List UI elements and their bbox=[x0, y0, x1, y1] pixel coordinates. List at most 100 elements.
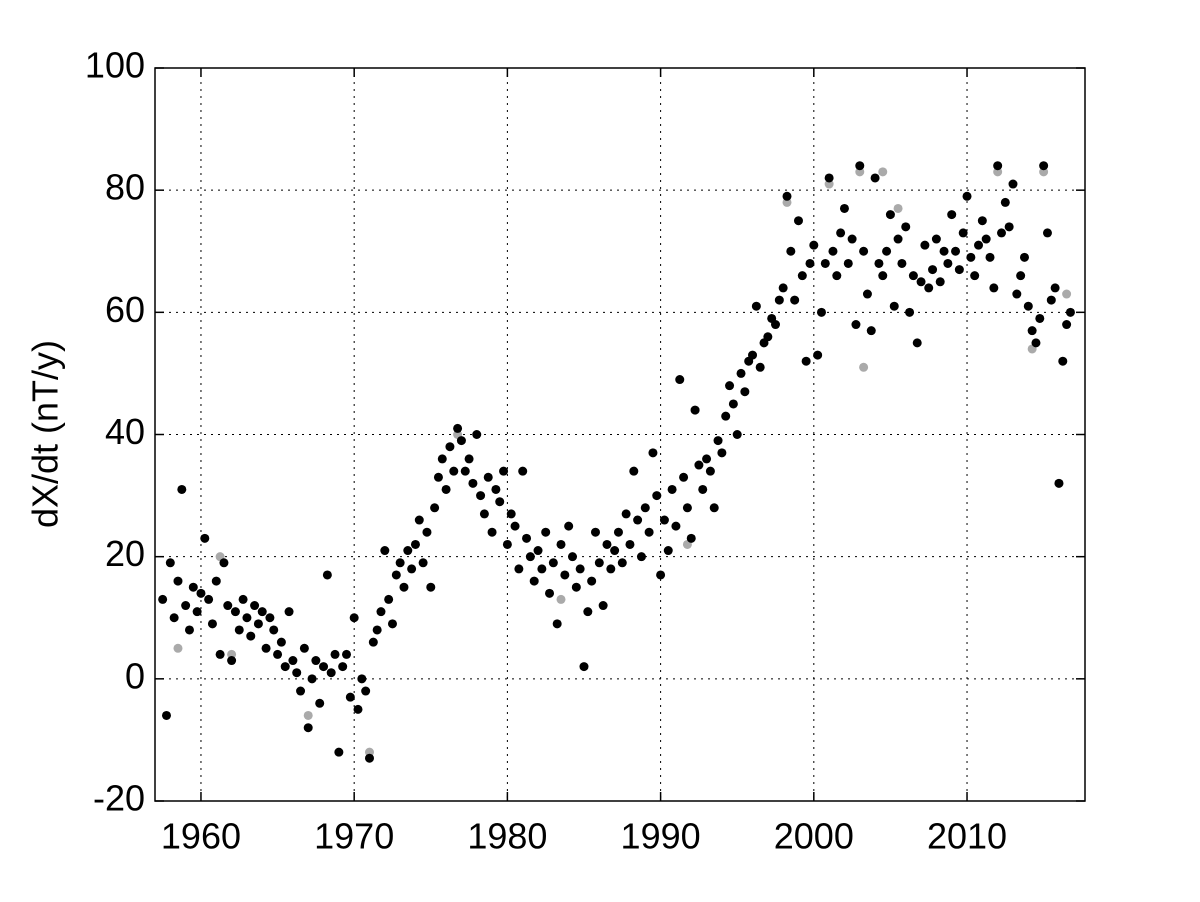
data-point bbox=[828, 246, 838, 256]
data-point bbox=[230, 607, 240, 617]
data-point bbox=[525, 552, 535, 562]
data-point bbox=[809, 240, 819, 250]
data-point bbox=[1062, 289, 1072, 299]
data-point bbox=[499, 466, 509, 476]
data-point bbox=[847, 234, 857, 244]
y-tick-label: -20 bbox=[93, 778, 145, 819]
data-point bbox=[338, 662, 348, 672]
data-point bbox=[299, 643, 309, 653]
data-point bbox=[545, 588, 555, 598]
data-point bbox=[901, 222, 911, 232]
data-point bbox=[675, 375, 685, 385]
data-point bbox=[836, 228, 846, 238]
data-point bbox=[276, 637, 286, 647]
data-point bbox=[951, 246, 961, 256]
data-point bbox=[219, 558, 229, 568]
data-point bbox=[885, 210, 895, 220]
data-point bbox=[617, 558, 627, 568]
data-point bbox=[740, 387, 750, 397]
data-point bbox=[679, 472, 689, 482]
data-point bbox=[610, 546, 620, 556]
data-point bbox=[334, 747, 344, 757]
data-point bbox=[705, 466, 715, 476]
data-point bbox=[625, 539, 635, 549]
data-point bbox=[575, 564, 585, 574]
data-point bbox=[437, 454, 447, 464]
data-point bbox=[433, 472, 443, 482]
data-point bbox=[215, 649, 225, 659]
data-point bbox=[380, 546, 390, 556]
data-point bbox=[725, 381, 735, 391]
data-point bbox=[495, 497, 505, 507]
data-point bbox=[797, 271, 807, 281]
data-point bbox=[280, 662, 290, 672]
data-point bbox=[698, 484, 708, 494]
data-point bbox=[196, 588, 206, 598]
data-point bbox=[292, 668, 302, 678]
data-point bbox=[694, 460, 704, 470]
data-point bbox=[319, 662, 329, 672]
data-point bbox=[721, 411, 731, 421]
data-point bbox=[399, 582, 409, 592]
data-point bbox=[445, 442, 455, 452]
data-point bbox=[342, 649, 352, 659]
data-point bbox=[326, 668, 336, 678]
data-point bbox=[269, 625, 279, 635]
data-point bbox=[207, 619, 217, 629]
data-point bbox=[322, 570, 332, 580]
data-point bbox=[422, 527, 432, 537]
y-tick-label: 0 bbox=[125, 655, 145, 696]
data-point bbox=[782, 191, 792, 201]
data-point bbox=[522, 533, 532, 543]
data-point bbox=[464, 454, 474, 464]
data-point bbox=[430, 503, 440, 513]
data-point bbox=[472, 430, 482, 439]
data-point bbox=[1065, 307, 1075, 317]
data-point bbox=[652, 491, 662, 501]
data-point bbox=[372, 625, 382, 635]
data-point bbox=[1031, 338, 1041, 348]
data-point bbox=[636, 552, 646, 562]
data-point bbox=[311, 656, 321, 666]
data-point bbox=[361, 686, 371, 696]
data-point bbox=[330, 649, 340, 659]
data-point bbox=[813, 350, 823, 360]
data-point bbox=[1019, 252, 1029, 262]
data-point bbox=[211, 576, 221, 586]
data-point bbox=[506, 509, 516, 519]
data-point bbox=[376, 607, 386, 617]
data-point bbox=[977, 216, 987, 226]
data-point bbox=[284, 607, 294, 617]
data-point bbox=[556, 594, 566, 604]
data-point bbox=[843, 258, 853, 268]
data-point bbox=[426, 582, 436, 592]
data-point bbox=[223, 601, 233, 611]
data-point bbox=[1035, 313, 1045, 323]
data-point bbox=[713, 436, 723, 446]
data-point bbox=[288, 656, 298, 666]
x-tick-label: 1990 bbox=[621, 816, 701, 857]
x-tick-label: 2010 bbox=[927, 816, 1007, 857]
data-point bbox=[368, 637, 378, 647]
data-point bbox=[870, 173, 880, 183]
data-point bbox=[656, 570, 666, 580]
data-point bbox=[483, 472, 493, 482]
data-point bbox=[564, 521, 574, 531]
data-point bbox=[568, 552, 578, 562]
data-point bbox=[916, 277, 926, 287]
data-point bbox=[165, 558, 175, 568]
data-point bbox=[935, 277, 945, 287]
data-point bbox=[510, 521, 520, 531]
data-point bbox=[1008, 179, 1018, 189]
data-point bbox=[1027, 326, 1037, 336]
data-point bbox=[816, 307, 826, 317]
data-point bbox=[989, 283, 999, 293]
data-point bbox=[441, 484, 451, 494]
data-point bbox=[667, 484, 677, 494]
data-point bbox=[774, 295, 784, 305]
data-point bbox=[793, 216, 803, 226]
data-point bbox=[728, 399, 738, 409]
data-point bbox=[648, 448, 658, 458]
data-point bbox=[1039, 161, 1049, 171]
data-point bbox=[345, 692, 355, 702]
